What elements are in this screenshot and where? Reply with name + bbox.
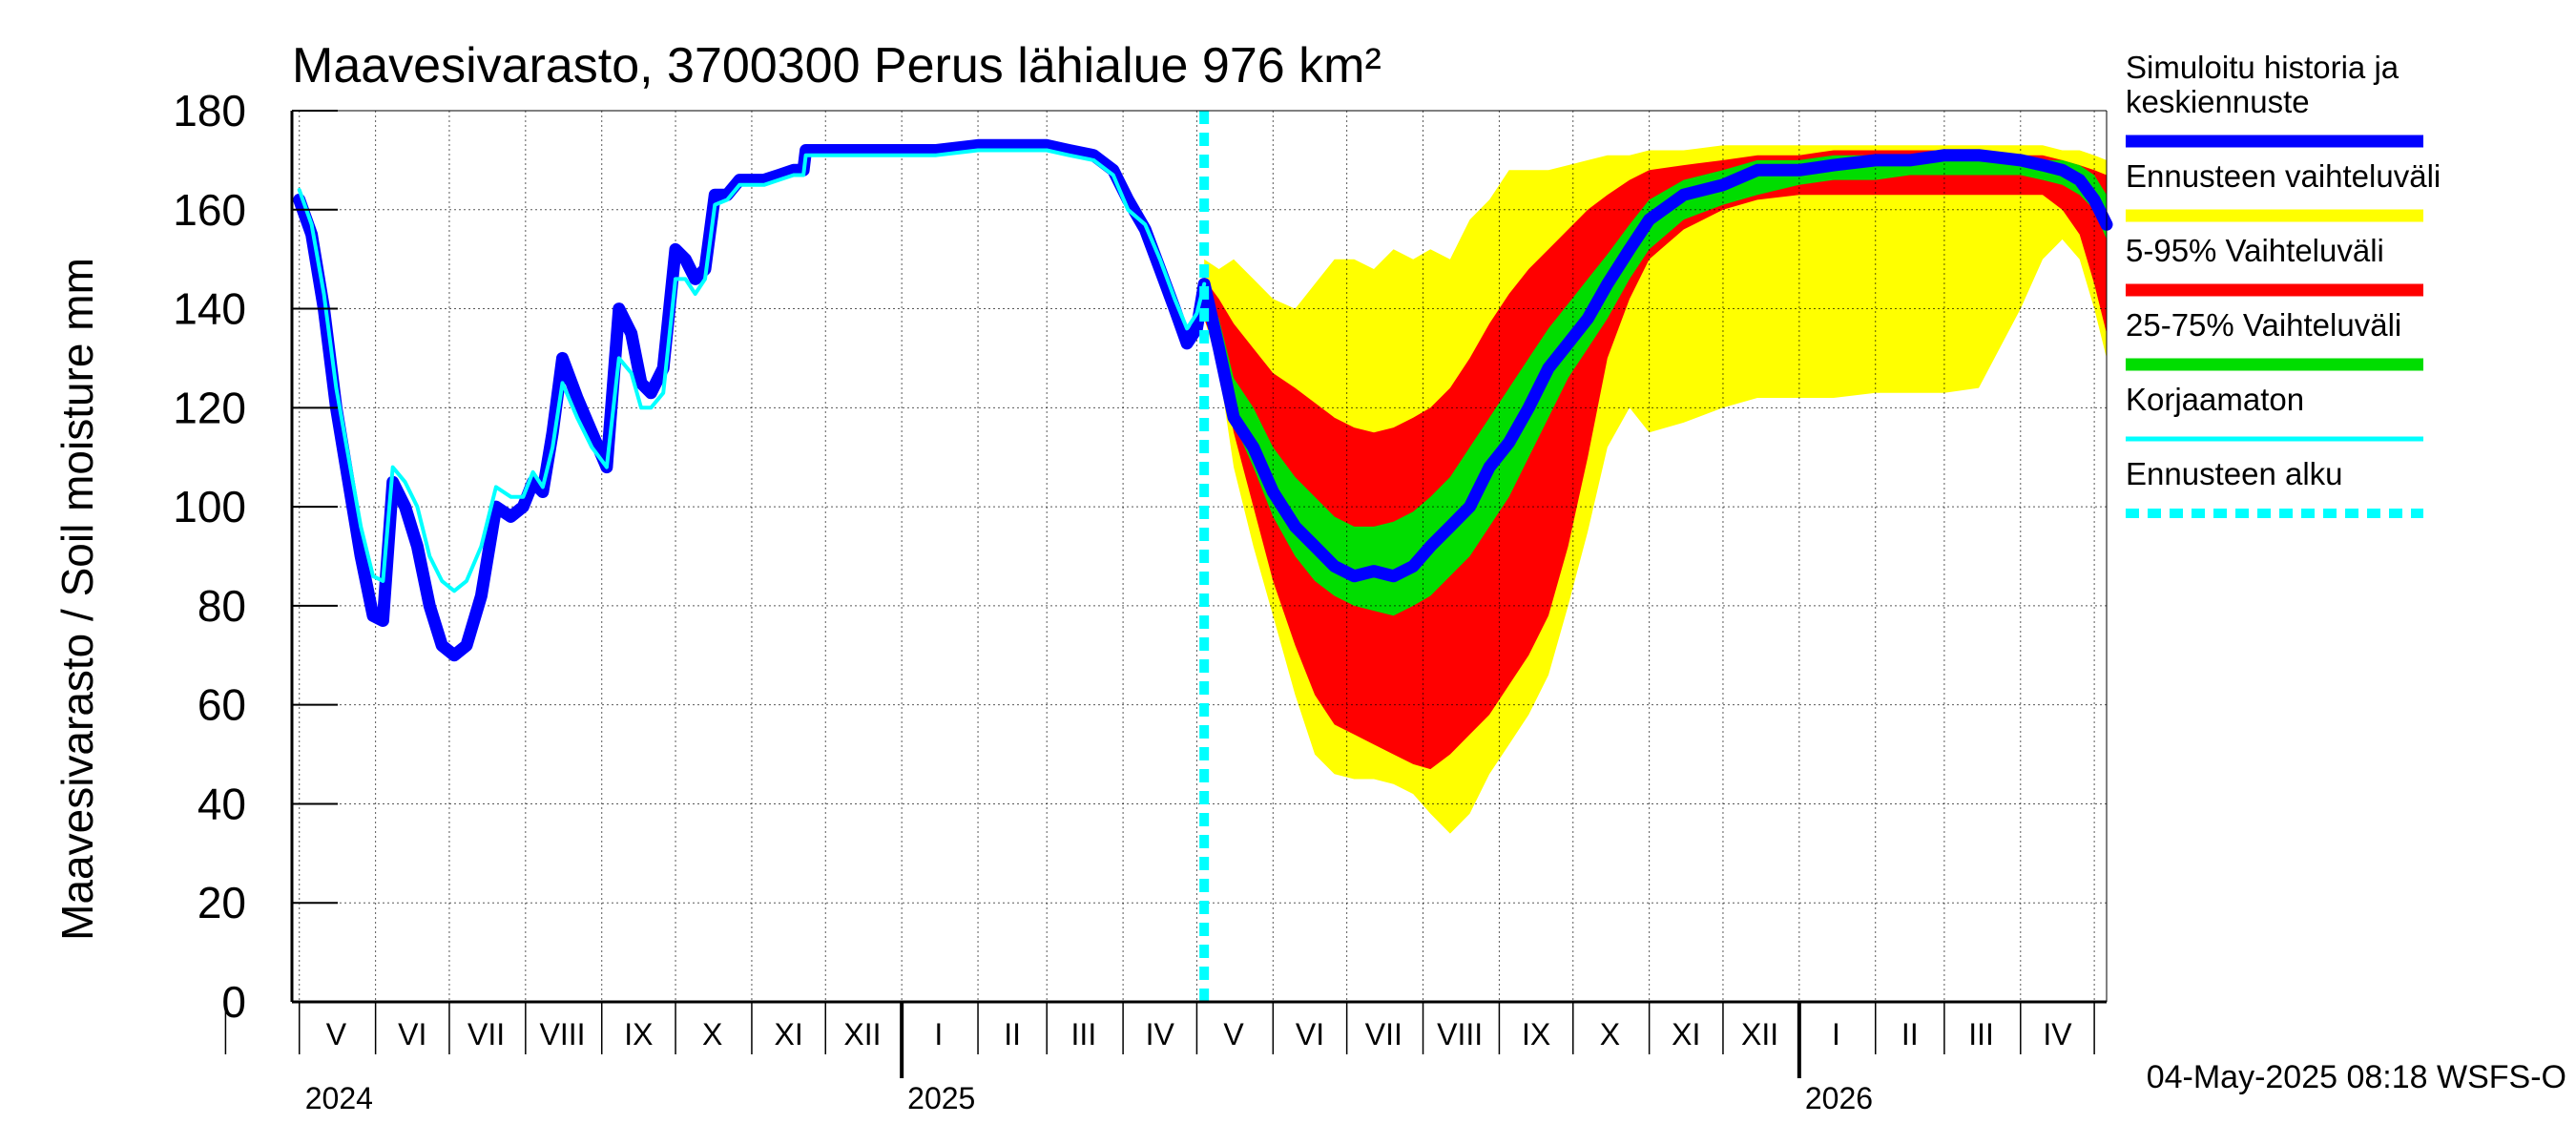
month-label: II bbox=[1004, 1017, 1021, 1051]
month-label: VI bbox=[398, 1017, 426, 1051]
legend-label: keskiennuste bbox=[2126, 84, 2310, 119]
month-label: IX bbox=[624, 1017, 653, 1051]
month-label: X bbox=[1600, 1017, 1620, 1051]
legend-label: Korjaamaton bbox=[2126, 382, 2304, 417]
legend-item: Korjaamaton bbox=[2126, 382, 2423, 442]
month-label: XII bbox=[843, 1017, 881, 1051]
month-label: XI bbox=[1672, 1017, 1700, 1051]
year-label: 2025 bbox=[907, 1081, 975, 1115]
y-tick-label: 20 bbox=[197, 878, 246, 927]
month-label: VIII bbox=[539, 1017, 585, 1051]
month-label: XII bbox=[1741, 1017, 1778, 1051]
y-tick-label: 80 bbox=[197, 581, 246, 631]
forecast-bands bbox=[1204, 145, 2107, 834]
month-label: XI bbox=[774, 1017, 802, 1051]
legend-item: 25-75% Vaihteluväli bbox=[2126, 307, 2423, 371]
y-axis-label: Maavesivarasto / Soil moisture mm bbox=[52, 258, 102, 941]
legend-label: 25-75% Vaihteluväli bbox=[2126, 307, 2401, 343]
month-label: III bbox=[1968, 1017, 1994, 1051]
y-tick-label: 100 bbox=[173, 482, 246, 531]
band-5-95-vaihteluv-li bbox=[1204, 150, 2107, 770]
month-label: V bbox=[326, 1017, 347, 1051]
series-line-simulated bbox=[293, 138, 2113, 662]
grid-lines bbox=[292, 111, 2107, 1002]
y-tick-label: 40 bbox=[197, 779, 246, 828]
chart-title: Maavesivarasto, 3700300 Perus lähialue 9… bbox=[292, 38, 1381, 94]
month-label: V bbox=[1223, 1017, 1244, 1051]
legend-label: Simuloitu historia ja bbox=[2126, 50, 2399, 85]
y-tick-label: 60 bbox=[197, 680, 246, 730]
month-label: VII bbox=[1365, 1017, 1402, 1051]
month-label: VI bbox=[1296, 1017, 1324, 1051]
series-lines bbox=[293, 111, 2113, 1002]
year-label: 2026 bbox=[1805, 1081, 1873, 1115]
timestamp-label: 04-May-2025 08:18 WSFS-O bbox=[2147, 1059, 2566, 1095]
month-label: VII bbox=[467, 1017, 505, 1051]
y-tick-label: 140 bbox=[173, 284, 246, 334]
month-label: III bbox=[1071, 1017, 1097, 1051]
year-label: 2024 bbox=[305, 1081, 373, 1115]
legend-label: 5-95% Vaihteluväli bbox=[2126, 233, 2384, 268]
month-label: I bbox=[1832, 1017, 1840, 1051]
month-label: X bbox=[702, 1017, 722, 1051]
band-25-75-vaihteluv-li bbox=[1204, 155, 2107, 616]
series-line-uncorrected bbox=[297, 148, 1207, 593]
month-label: I bbox=[934, 1017, 943, 1051]
legend-label: Ennusteen alku bbox=[2126, 456, 2343, 491]
month-label: II bbox=[1901, 1017, 1919, 1051]
legend-item: Ennusteen alku bbox=[2126, 456, 2423, 518]
y-tick-label: 180 bbox=[173, 86, 246, 135]
y-tick-label: 120 bbox=[173, 383, 246, 432]
legend-item: Ennusteen vaihteluväli bbox=[2126, 158, 2441, 222]
month-label: IV bbox=[1146, 1017, 1175, 1051]
y-tick-label: 160 bbox=[173, 185, 246, 235]
month-label: IV bbox=[2043, 1017, 2072, 1051]
month-label: IX bbox=[1522, 1017, 1550, 1051]
legend-item: 5-95% Vaihteluväli bbox=[2126, 233, 2423, 297]
legend-label: Ennusteen vaihteluväli bbox=[2126, 158, 2441, 194]
month-label: VIII bbox=[1437, 1017, 1483, 1051]
